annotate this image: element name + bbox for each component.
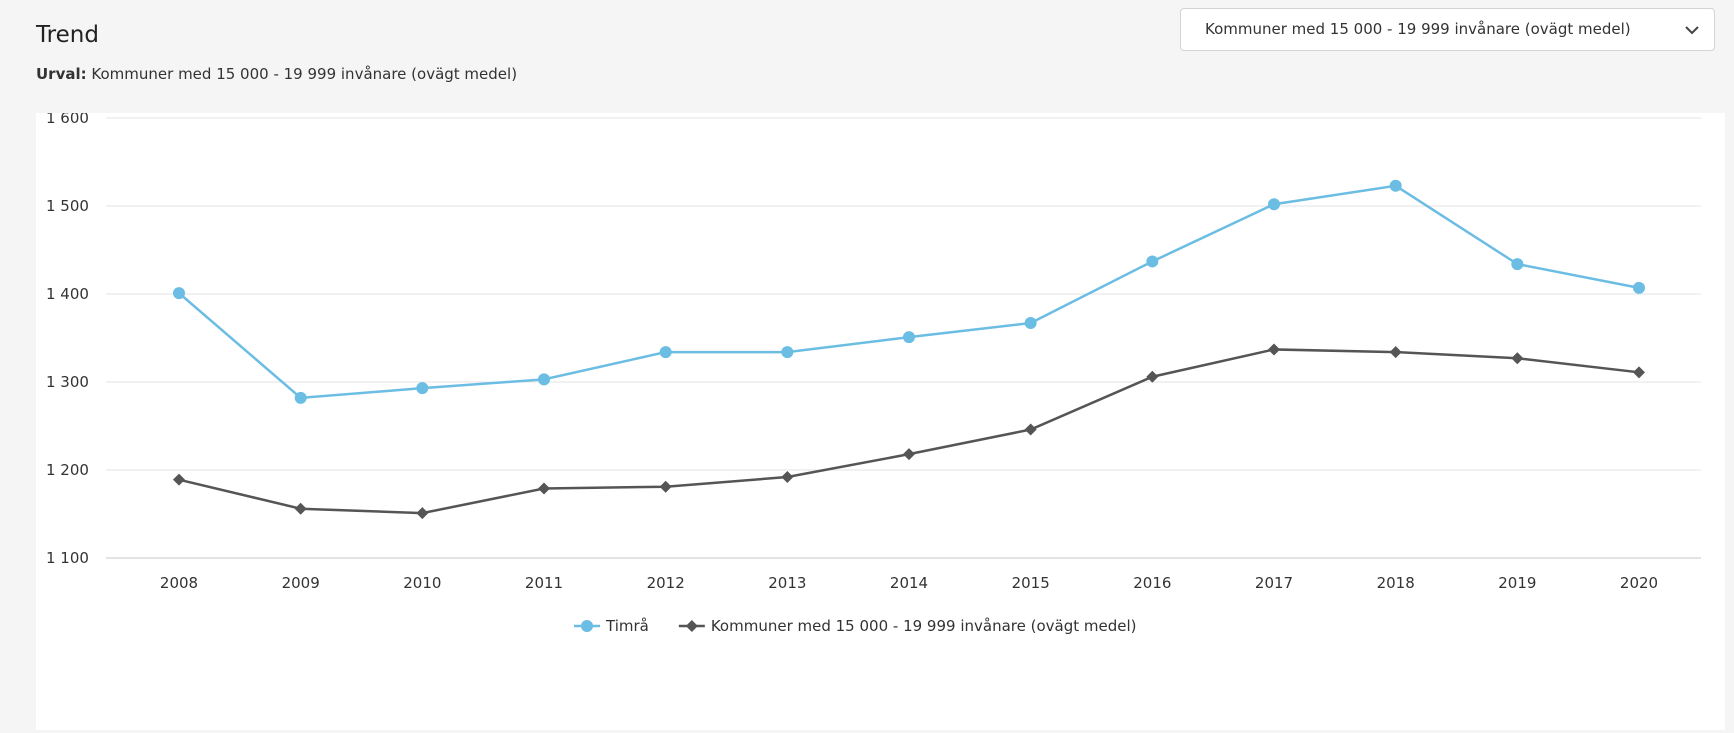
legend-marker-0 (581, 620, 593, 632)
y-tick-label: 1 500 (46, 197, 89, 215)
data-point-1[interactable] (1389, 346, 1402, 359)
comparison-group-selected: Kommuner med 15 000 - 19 999 invånare (o… (1205, 20, 1631, 38)
chevron-down-icon (1685, 26, 1699, 35)
y-tick-label: 1 100 (46, 549, 89, 567)
legend-item-0[interactable]: Timrå (605, 617, 649, 635)
data-point-0[interactable] (173, 287, 185, 300)
page-title: Trend (36, 22, 99, 48)
x-tick-label: 2009 (282, 574, 320, 592)
chart-card: 1 100 1 200 1 300 1 400 1 500 1 600 2008 2009 20… (36, 113, 1725, 730)
data-point-1[interactable] (294, 502, 307, 515)
x-tick-label: 2019 (1498, 574, 1536, 592)
data-point-0[interactable] (659, 346, 672, 359)
data-point-0[interactable] (416, 382, 429, 395)
data-point-1[interactable] (1268, 343, 1280, 356)
legend-marker-1 (685, 620, 698, 632)
data-point-0[interactable] (1268, 198, 1280, 211)
data-point-1[interactable] (1146, 370, 1159, 383)
x-tick-label: 2013 (768, 574, 806, 592)
data-point-1[interactable] (1633, 366, 1645, 379)
x-tick-label: 2011 (525, 574, 563, 592)
data-point-0[interactable] (294, 391, 307, 404)
y-tick-label: 1 600 (46, 113, 89, 127)
data-point-0[interactable] (1146, 255, 1159, 268)
data-point-0[interactable] (1024, 317, 1037, 330)
data-point-1[interactable] (1024, 423, 1037, 436)
data-point-0[interactable] (538, 373, 550, 386)
data-point-1[interactable] (659, 480, 672, 493)
series-line-1 (178, 348, 1640, 515)
data-point-0[interactable] (1633, 281, 1645, 294)
x-tick-label: 2014 (890, 574, 928, 592)
comparison-group-select[interactable]: Kommuner med 15 000 - 19 999 invånare (o… (1180, 8, 1715, 51)
series-line-0 (178, 184, 1640, 400)
y-tick-label: 1 300 (46, 373, 89, 391)
data-point-1[interactable] (1511, 352, 1524, 365)
x-tick-label: 2010 (403, 574, 441, 592)
data-point-0[interactable] (903, 331, 915, 344)
x-tick-label: 2020 (1620, 574, 1658, 592)
trend-line-chart: 1 100 1 200 1 300 1 400 1 500 1 600 2008 2009 20… (46, 113, 1701, 635)
data-point-0[interactable] (781, 346, 794, 359)
data-point-1[interactable] (416, 507, 429, 520)
y-tick-label: 1 200 (46, 461, 89, 479)
x-tick-label: 2012 (647, 574, 685, 592)
data-point-1[interactable] (538, 482, 550, 495)
urval-label: Urval: (36, 65, 87, 83)
x-tick-label: 2017 (1255, 574, 1293, 592)
data-point-1[interactable] (173, 473, 185, 486)
data-point-0[interactable] (1389, 179, 1402, 192)
data-point-1[interactable] (781, 471, 794, 484)
data-point-0[interactable] (1511, 258, 1524, 271)
legend-item-1[interactable]: Kommuner med 15 000 - 19 999 invånare (o… (711, 617, 1137, 635)
urval-value: Kommuner med 15 000 - 19 999 invånare (o… (91, 65, 518, 83)
y-tick-label: 1 400 (46, 285, 89, 303)
x-tick-label: 2008 (160, 574, 198, 592)
data-point-1[interactable] (903, 448, 915, 461)
x-tick-label: 2016 (1133, 574, 1171, 592)
x-tick-label: 2018 (1377, 574, 1415, 592)
x-tick-label: 2015 (1012, 574, 1050, 592)
urval-subtitle: Urval: Kommuner med 15 000 - 19 999 invå… (36, 65, 517, 83)
